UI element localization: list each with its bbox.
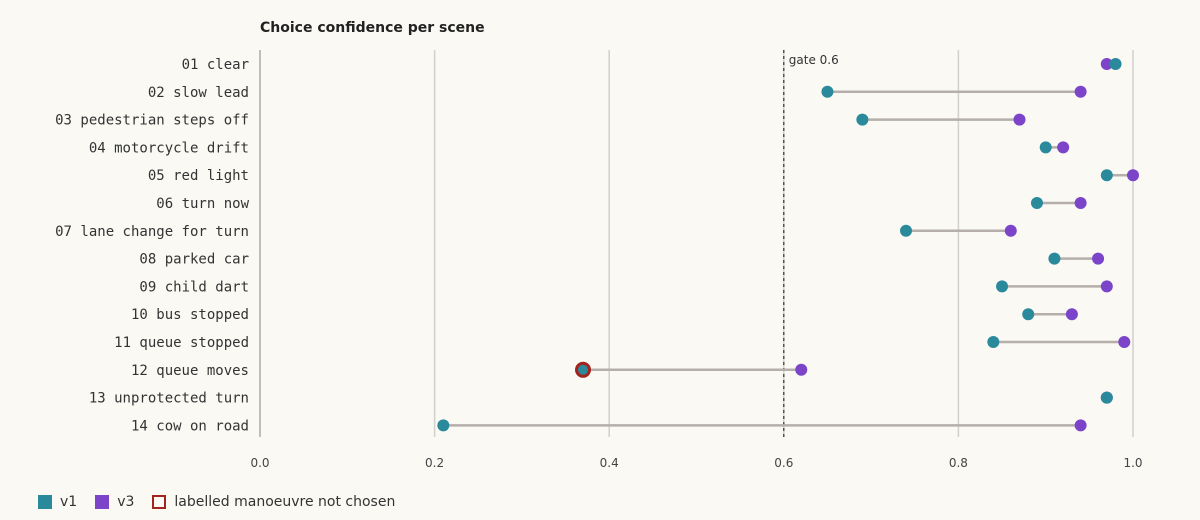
point-v3 <box>795 363 808 376</box>
row-4: 04 motorcycle drift <box>89 140 1070 156</box>
point-v1 <box>1109 58 1122 70</box>
dumbbell-chart: Choice confidence per scene 0.0 0.2 0.4 0.6… <box>55 20 1142 470</box>
point-v1 <box>900 224 913 237</box>
row-9: 09 child dart <box>139 279 1113 295</box>
row-3: 03 pedestrian steps off <box>55 113 1026 129</box>
point-v3 <box>1065 308 1078 321</box>
point-v1 <box>1100 391 1113 404</box>
legend-swatch-v3 <box>95 495 110 509</box>
row-label: 05 red light <box>148 168 249 184</box>
row-label: 09 child dart <box>139 279 249 295</box>
row-10: 10 bus stopped <box>131 307 1078 323</box>
point-v1 <box>1048 252 1061 265</box>
row-label: 04 motorcycle drift <box>89 140 249 156</box>
row-11: 11 queue stopped <box>114 335 1131 351</box>
point-v3 <box>1074 419 1087 432</box>
row-label: 07 lane change for turn <box>55 224 249 240</box>
row-label: 12 queue moves <box>131 363 249 379</box>
x-tick-label-0.0: 0.0 <box>250 456 269 470</box>
row-label: 02 slow lead <box>148 85 249 101</box>
row-label: 14 cow on road <box>131 418 249 434</box>
row-label: 13 unprotected turn <box>89 391 249 407</box>
row-12: 12 queue moves <box>131 361 808 379</box>
point-v1 <box>1100 169 1113 182</box>
legend-item-v3: v3 <box>95 494 134 510</box>
row-8: 08 parked car <box>139 252 1105 268</box>
point-v1 <box>1022 308 1035 321</box>
legend: v1 v3 labelled manoeuvre not chosen <box>38 494 413 510</box>
x-tick-label-0.4: 0.4 <box>600 456 619 470</box>
row-13: 13 unprotected turn <box>89 391 1113 407</box>
gate-threshold: gate 0.6 <box>783 50 839 437</box>
row-1: 01 clear <box>182 57 1122 73</box>
point-v1 <box>821 85 834 98</box>
point-v1 <box>1030 197 1043 209</box>
row-label: 10 bus stopped <box>131 307 249 323</box>
row-2: 02 slow lead <box>148 85 1087 101</box>
point-v3 <box>1004 224 1017 237</box>
point-v1 <box>996 280 1009 293</box>
legend-label-v1: v1 <box>60 494 78 510</box>
point-v3 <box>1100 280 1113 293</box>
x-tick-label-0.2: 0.2 <box>425 456 444 470</box>
legend-item-not-chosen: labelled manoeuvre not chosen <box>152 494 395 510</box>
point-v3 <box>1013 113 1026 126</box>
legend-item-v1: v1 <box>38 494 77 510</box>
row-label: 11 queue stopped <box>114 335 249 351</box>
point-v3 <box>1074 85 1087 98</box>
point-v1 <box>987 336 1000 348</box>
point-v1 <box>856 113 869 126</box>
row-label: 01 clear <box>182 57 249 73</box>
gate-label: gate 0.6 <box>789 53 839 67</box>
row-label: 03 pedestrian steps off <box>55 113 249 129</box>
legend-swatch-not-chosen <box>152 495 167 509</box>
point-v3 <box>1092 252 1105 265</box>
row-14: 14 cow on road <box>131 418 1087 434</box>
chart-rows: 01 clear 02 slow lead 03 pedestrian steps … <box>55 57 1139 434</box>
legend-label-not-chosen: labelled manoeuvre not chosen <box>174 494 396 510</box>
point-v3 <box>1118 336 1131 348</box>
x-axis-ticks: 0.0 0.2 0.4 0.6 0.8 1.0 <box>250 456 1142 470</box>
legend-swatch-v1 <box>38 495 52 509</box>
row-label: 08 parked car <box>139 252 249 268</box>
legend-label-v3: v3 <box>117 494 135 510</box>
row-5: 05 red light <box>148 168 1139 184</box>
x-tick-label-0.6: 0.6 <box>774 456 793 470</box>
point-v1 <box>437 419 450 432</box>
point-v3 <box>1057 141 1070 154</box>
x-tick-label-1.0: 1.0 <box>1123 456 1142 470</box>
point-v3 <box>1127 169 1139 182</box>
point-v3 <box>1100 58 1113 70</box>
point-v1 <box>1039 141 1052 154</box>
grid-lines <box>259 50 1134 437</box>
point-v1-not-chosen <box>575 361 592 378</box>
chart-title: Choice confidence per scene <box>260 20 485 36</box>
point-v3 <box>1074 197 1087 209</box>
row-7: 07 lane change for turn <box>55 224 1017 240</box>
row-6: 06 turn now <box>156 196 1087 212</box>
row-label: 06 turn now <box>156 196 249 212</box>
x-tick-label-0.8: 0.8 <box>949 456 968 470</box>
